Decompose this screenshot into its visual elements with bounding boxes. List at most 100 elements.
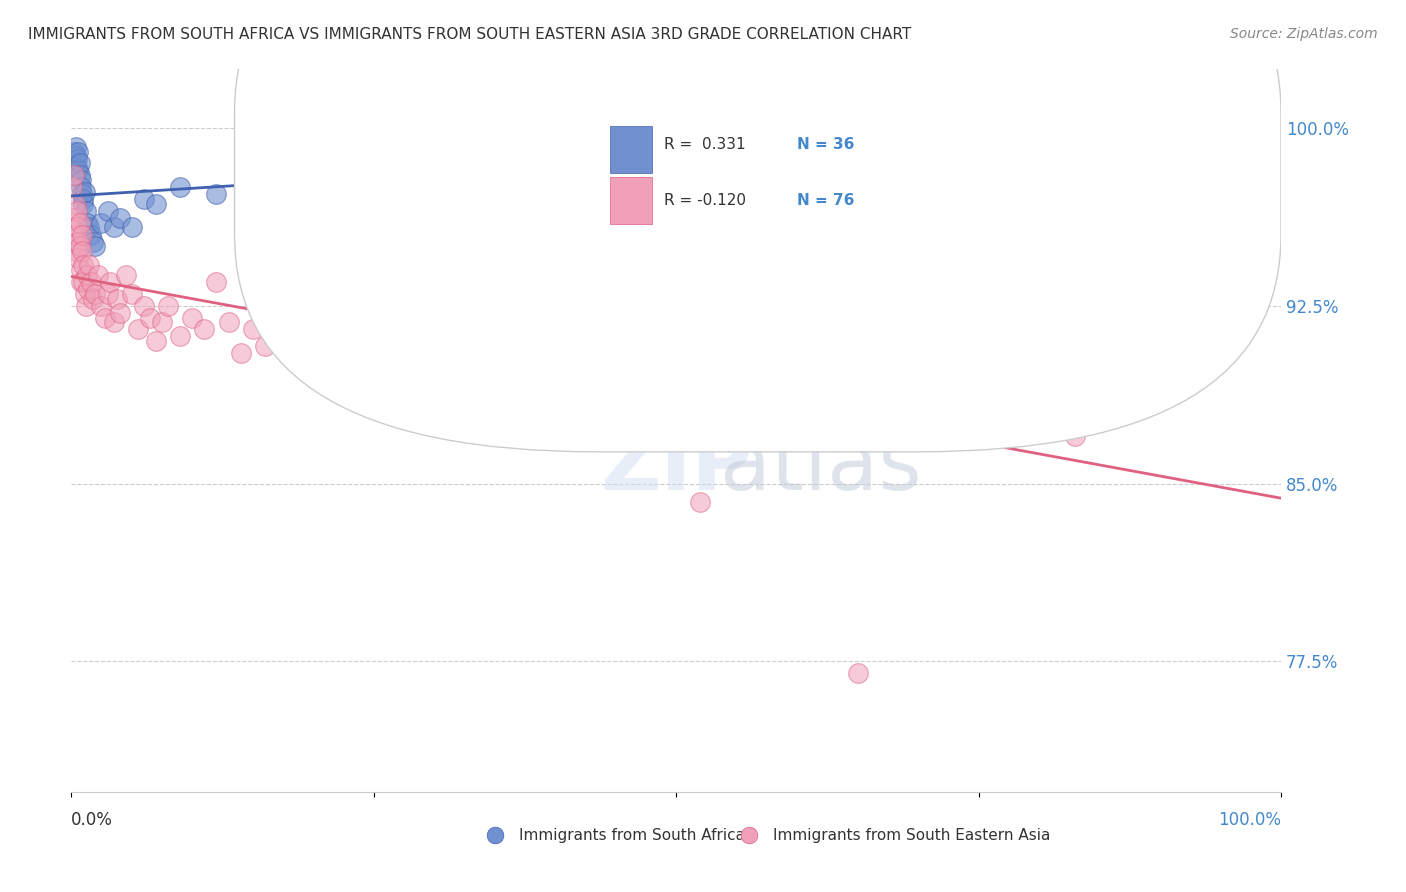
Point	[62, 180, 84, 194]
Point	[65, 149, 87, 163]
Point	[520, 156, 543, 170]
Point	[96, 286, 118, 301]
Text: ZIP: ZIP	[600, 425, 752, 507]
Point	[834, 417, 856, 432]
Text: Source: ZipAtlas.com: Source: ZipAtlas.com	[1230, 27, 1378, 41]
Point	[132, 192, 155, 206]
Point	[96, 203, 118, 218]
Point	[103, 315, 125, 329]
Point	[737, 376, 759, 391]
Point	[1209, 203, 1232, 218]
Point	[290, 346, 312, 360]
Point	[127, 322, 149, 336]
Text: Immigrants from South Africa: Immigrants from South Africa	[519, 828, 745, 843]
Point	[79, 275, 101, 289]
Point	[66, 152, 89, 166]
Point	[193, 322, 215, 336]
Point	[484, 393, 506, 408]
Point	[786, 405, 808, 419]
Point	[169, 180, 191, 194]
Point	[69, 156, 91, 170]
Text: N = 76: N = 76	[797, 193, 855, 208]
Point	[460, 315, 482, 329]
Point	[253, 339, 276, 353]
Point	[1064, 429, 1087, 443]
Point	[70, 275, 93, 289]
Text: R =  0.331: R = 0.331	[664, 137, 745, 152]
Point	[73, 185, 96, 199]
Point	[66, 203, 89, 218]
Point	[76, 268, 98, 282]
Point	[278, 180, 301, 194]
Point	[69, 168, 91, 182]
Point	[411, 339, 433, 353]
Point	[79, 227, 101, 242]
Point	[76, 216, 98, 230]
Point	[87, 268, 110, 282]
Point	[326, 168, 349, 182]
Point	[846, 666, 869, 681]
Point	[70, 244, 93, 259]
Point	[72, 275, 94, 289]
Point	[65, 244, 87, 259]
Point	[77, 282, 100, 296]
Point	[84, 286, 107, 301]
Point	[339, 322, 361, 336]
Point	[67, 145, 90, 159]
Point	[689, 495, 711, 509]
Point	[63, 156, 86, 170]
Point	[70, 263, 93, 277]
Point	[229, 346, 252, 360]
Point	[73, 286, 96, 301]
Text: N = 36: N = 36	[797, 137, 855, 152]
Point	[69, 216, 91, 230]
Point	[75, 203, 97, 218]
Point	[434, 358, 457, 372]
Point	[105, 292, 128, 306]
Point	[65, 140, 87, 154]
Point	[108, 211, 131, 225]
Point	[63, 211, 86, 225]
Point	[278, 329, 301, 343]
Point	[94, 310, 117, 325]
Point	[157, 299, 180, 313]
Point	[302, 315, 325, 329]
Point	[67, 163, 90, 178]
Point	[592, 369, 614, 384]
Point	[79, 220, 101, 235]
Point	[907, 429, 929, 443]
Point	[79, 258, 101, 272]
Point	[65, 227, 87, 242]
Point	[70, 173, 93, 187]
Point	[72, 192, 94, 206]
Point	[145, 196, 167, 211]
Point	[314, 334, 336, 349]
Point	[70, 187, 93, 202]
Point	[72, 196, 94, 211]
Point	[103, 220, 125, 235]
Point	[108, 306, 131, 320]
Point	[90, 299, 112, 313]
Point	[266, 310, 288, 325]
Point	[70, 227, 93, 242]
Point	[70, 180, 93, 194]
Point	[63, 196, 86, 211]
Point	[121, 220, 143, 235]
Bar	[610, 177, 652, 224]
Point	[90, 216, 112, 230]
Point	[555, 334, 578, 349]
Point	[145, 334, 167, 349]
Point	[82, 235, 104, 249]
Point	[363, 346, 385, 360]
Point	[132, 299, 155, 313]
Point	[762, 405, 785, 419]
Point	[150, 315, 173, 329]
Point	[205, 275, 228, 289]
Point	[114, 268, 136, 282]
Point	[75, 299, 97, 313]
Point	[67, 235, 90, 249]
Point	[641, 362, 664, 376]
Point	[139, 310, 162, 325]
FancyBboxPatch shape	[235, 0, 1281, 452]
Text: 100.0%: 100.0%	[1218, 811, 1281, 829]
